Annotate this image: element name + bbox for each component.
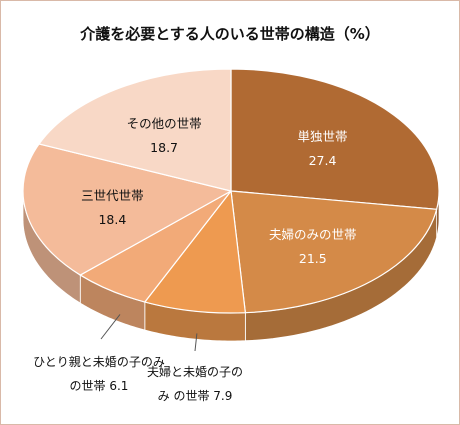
pie-tops bbox=[22, 68, 440, 314]
slice-labels: 単独世帯 27.4 夫婦のみの世帯 21.5 夫婦と未婚の子のみ の世帯 7.9ひとり親… bbox=[33, 116, 356, 403]
slice-label-1: 夫婦のみの世帯 21.5 bbox=[269, 227, 357, 266]
slice-label-3: ひとり親と未婚の子のみの世帯 6.1 bbox=[33, 355, 165, 393]
chart-title: 介護を必要とする人のいる世帯の構造（%） bbox=[80, 25, 380, 43]
slice-0 bbox=[230, 68, 440, 210]
leader-line-2 bbox=[194, 333, 198, 352]
slice-label-5: その他の世帯 18.7 bbox=[127, 116, 202, 155]
slice-1 bbox=[230, 190, 438, 314]
slice-label-4: 三世代世帯 18.4 bbox=[81, 188, 144, 227]
slice-2 bbox=[143, 189, 247, 314]
slice-4 bbox=[22, 143, 233, 276]
slice-label-0: 単独世帯 27.4 bbox=[297, 129, 347, 168]
slice-5 bbox=[38, 68, 232, 192]
leader-line-3 bbox=[100, 314, 121, 340]
slice-label-2: 夫婦と未婚の子のみ の世帯 7.9 bbox=[147, 364, 243, 403]
